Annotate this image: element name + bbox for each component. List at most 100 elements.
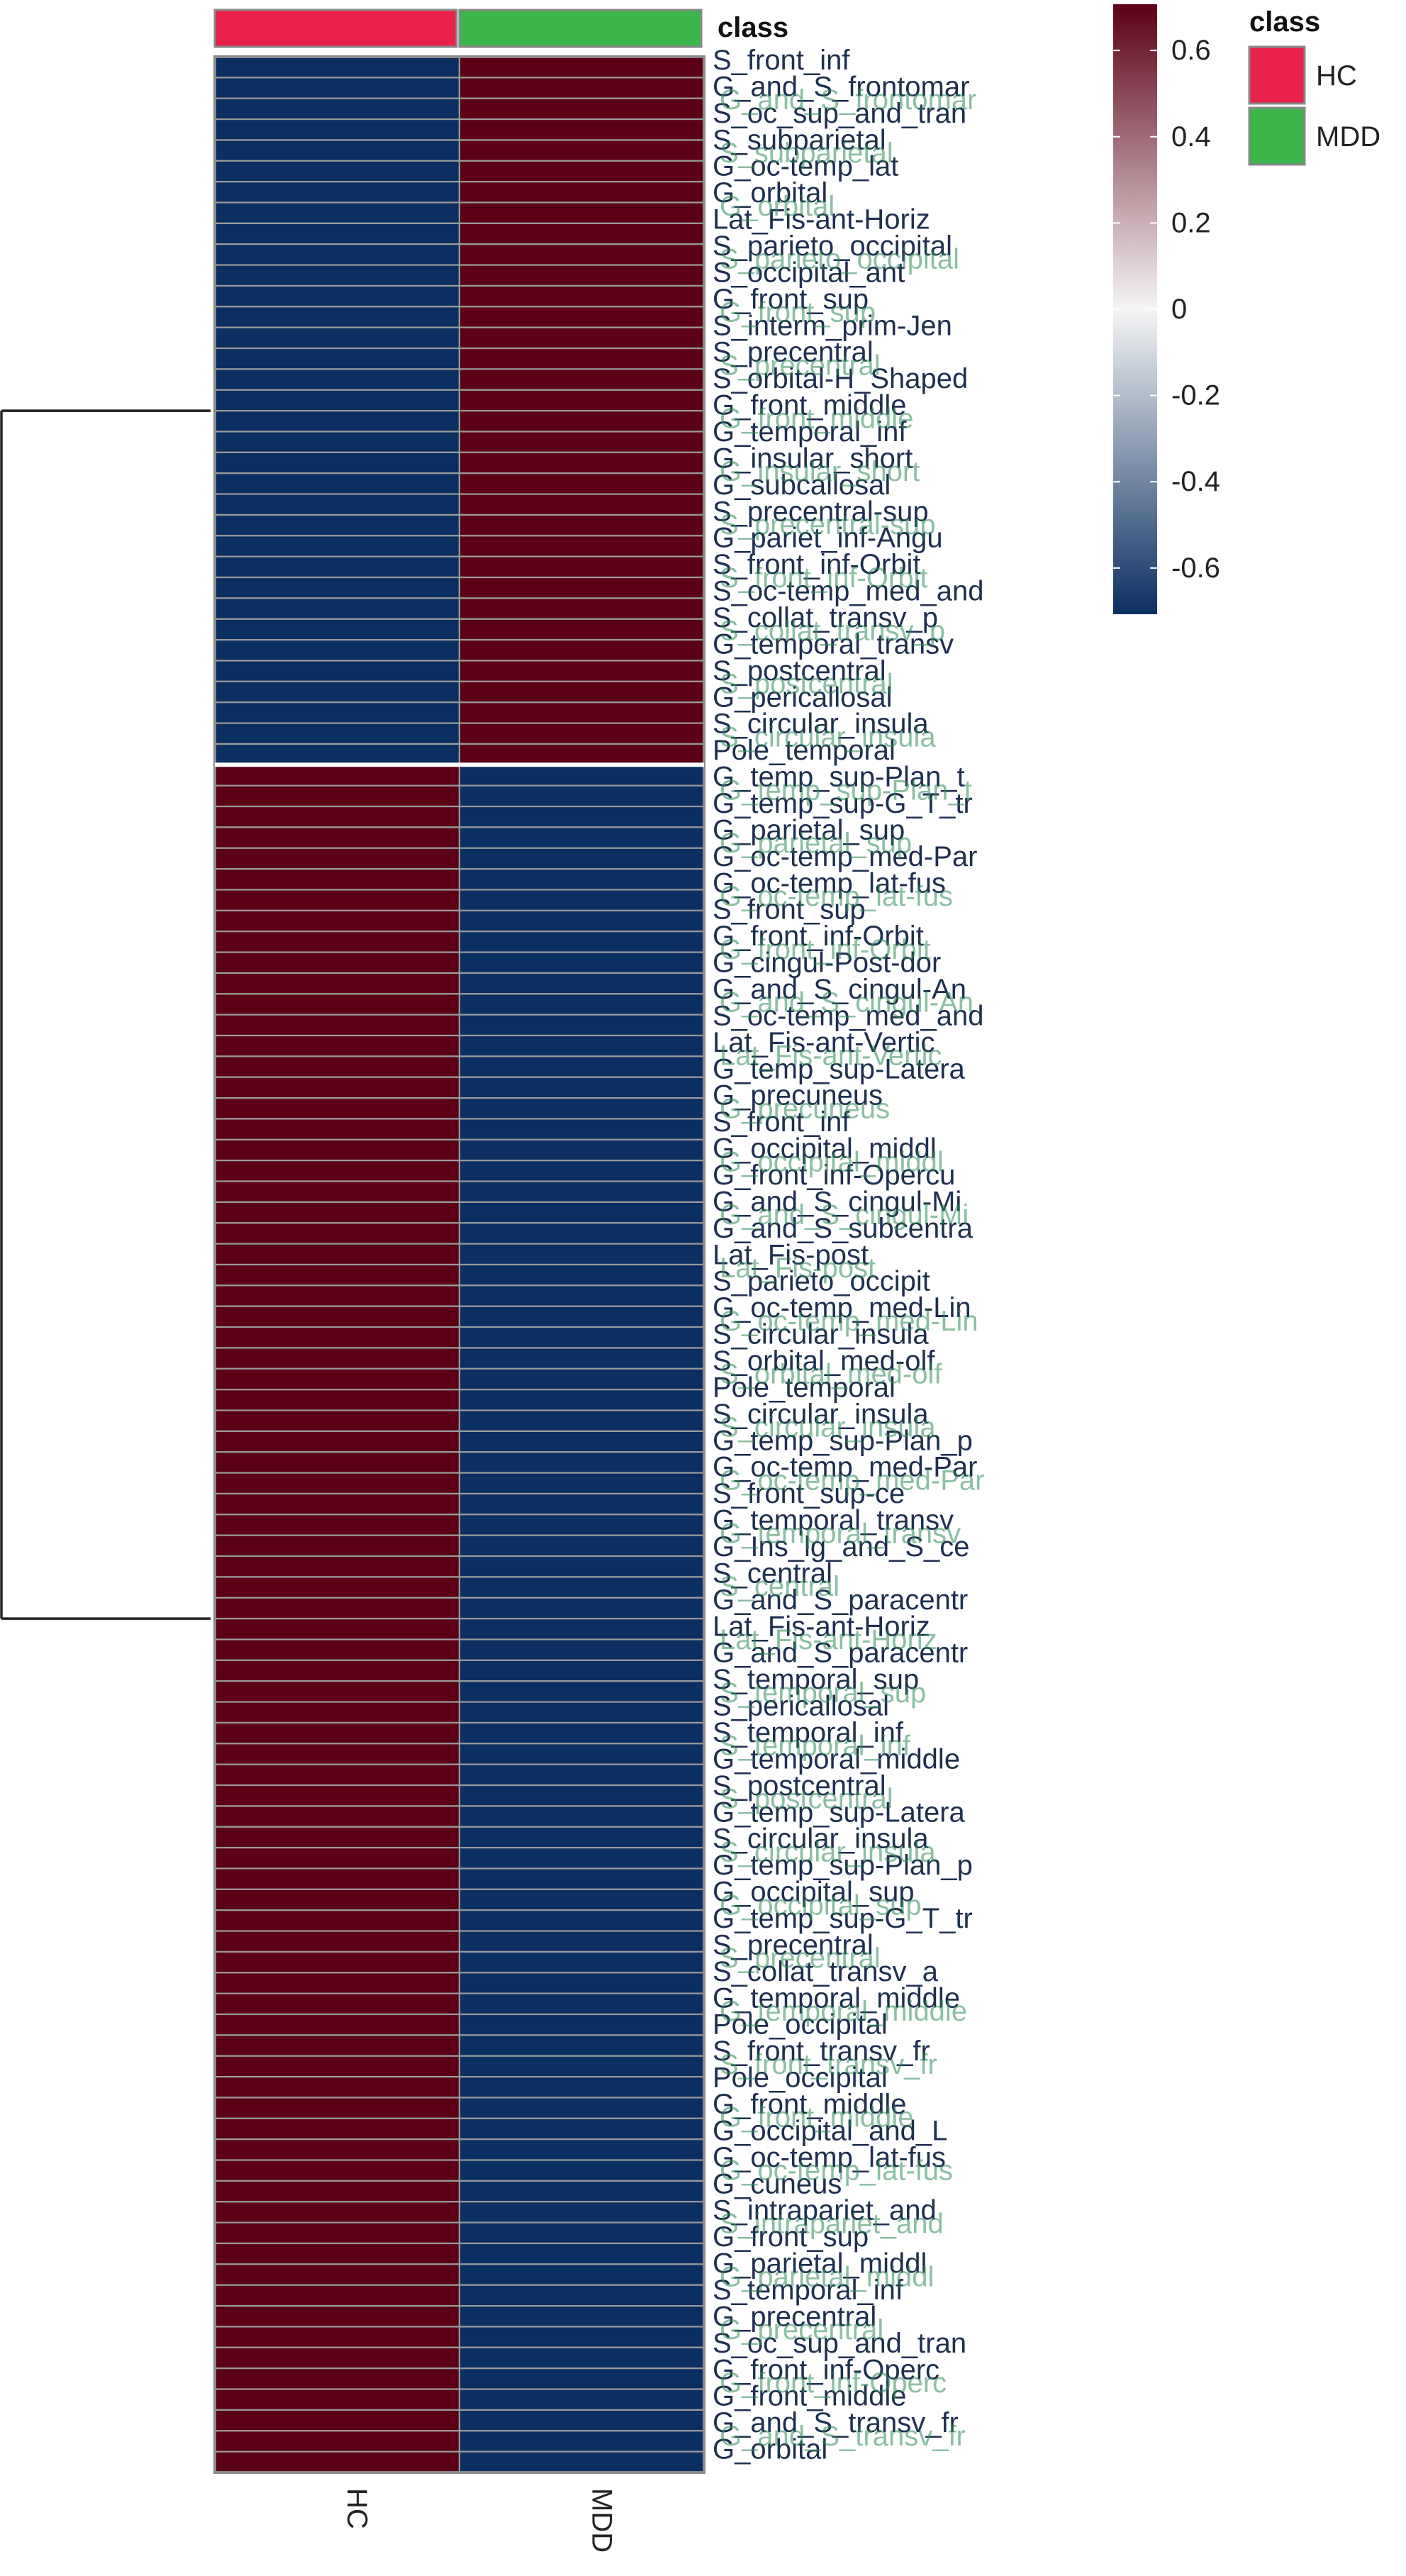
heatmap-cell	[213, 1555, 461, 1578]
heatmap-cell	[213, 410, 461, 433]
row-label: G_insular_short	[720, 456, 920, 487]
heatmap-cell	[213, 868, 461, 891]
heatmap-cell	[213, 576, 461, 599]
row-label: G_cuneus	[713, 2168, 842, 2199]
row-label: G_front_sup	[720, 297, 876, 328]
heatmap-cell	[213, 1847, 461, 1870]
heatmap-cell	[213, 847, 461, 870]
class-legend: class HC MDD	[1248, 6, 1380, 166]
row-label: G_front_sup	[713, 284, 869, 315]
heatmap-cell	[458, 2305, 705, 2328]
row-label: G_front_sup	[713, 2221, 869, 2253]
row-label: G_oc-temp_med-Par	[713, 1452, 977, 1483]
annotation-cell-hc	[213, 9, 458, 48]
heatmap-cell	[213, 535, 461, 557]
row-label: S_precentral	[713, 1929, 874, 1960]
row-label: S_precentral	[713, 337, 874, 368]
row-label: S_postcentral	[713, 655, 886, 687]
heatmap-cell	[458, 2221, 705, 2245]
heatmap-cell	[458, 1367, 705, 1391]
row-label: G_insular_short	[713, 443, 913, 474]
row-label: Pole_temporal	[713, 1372, 896, 1403]
heatmap-cell	[213, 2263, 461, 2286]
heatmap-cell	[213, 1263, 461, 1287]
heatmap-cell	[213, 1659, 461, 1682]
heatmap-cell	[458, 889, 705, 911]
heatmap-cell	[458, 410, 705, 433]
heatmap-cell	[213, 2242, 461, 2265]
heatmap-cell	[213, 680, 461, 704]
row-label: G_occipital_and_L	[713, 2115, 947, 2146]
row-label: S_oc-temp_med_and	[713, 1000, 983, 1031]
row-label: S_precentral-sup	[713, 496, 929, 527]
heatmap-cell	[458, 284, 705, 308]
heatmap-cell	[213, 160, 461, 183]
row-label: S_oc_sup_and_tran	[713, 98, 966, 129]
row-label: G_temp_sup-Plan_p	[713, 1850, 973, 1881]
heatmap-cell	[213, 2055, 461, 2078]
heatmap-cell	[213, 1618, 461, 1640]
row-label: G_temp_sup-Latera	[713, 1797, 966, 1828]
row-label: S_front_transv_fr	[720, 2049, 937, 2080]
heatmap-cell	[458, 1826, 705, 1849]
row-label: G_pericallosal	[713, 682, 892, 713]
heatmap-cell	[213, 1347, 461, 1370]
heatmap-cell	[458, 639, 705, 662]
heatmap-cell	[213, 1284, 461, 1307]
row-label: S_temporal_inf	[720, 1731, 911, 1762]
heatmap-cell	[213, 1160, 461, 1182]
heatmap-cell	[458, 2263, 705, 2286]
heatmap-cell	[458, 743, 705, 766]
row-label: Lat_Fis-ant-Vertic	[713, 1027, 934, 1058]
row-label: G_oc-temp_med-Par	[720, 1465, 984, 1496]
heatmap-cell	[458, 2450, 705, 2474]
row-label: G_and_S_subcentra	[713, 1213, 973, 1244]
heatmap-cell	[213, 451, 461, 474]
heatmap-cell	[213, 2326, 461, 2348]
heatmap-cell	[213, 284, 461, 308]
heatmap-cell	[213, 1680, 461, 1703]
heatmap-cell	[213, 1743, 461, 1765]
heatmap-cell	[213, 139, 461, 162]
heatmap-cell	[213, 660, 461, 682]
heatmap-cell	[213, 743, 461, 766]
row-label: Lat_Fis-post	[720, 1253, 876, 1284]
row-label: S_central	[720, 1571, 839, 1602]
heatmap-cell	[458, 868, 705, 891]
heatmap-cell	[213, 347, 461, 370]
heatmap-cell	[458, 722, 705, 745]
heatmap-cell	[213, 326, 461, 350]
heatmap-cell	[213, 306, 461, 328]
row-label: S_parieto_occipital	[713, 231, 952, 262]
row-label: G_parietal_sup	[720, 828, 912, 859]
heatmap-cell	[458, 1492, 705, 1516]
row-label: Lat_Fis-post	[713, 1239, 869, 1270]
heatmap-cell	[458, 1514, 705, 1536]
row-label: G_occipital_middl	[720, 1146, 944, 1177]
legend-swatch-mdd	[1248, 106, 1306, 166]
column-labels: HC MDD	[342, 2488, 618, 2553]
heatmap-cell	[458, 2284, 705, 2307]
row-label: G_temporal_transv	[720, 1518, 961, 1549]
row-label: G_oc-temp_lat-fus	[720, 881, 953, 912]
heatmap-cell	[213, 1118, 461, 1140]
row-label: S_postcentral	[713, 1770, 886, 1801]
heatmap-cell	[213, 1763, 461, 1787]
row-label: G_oc-temp_med-Lin	[713, 1292, 971, 1323]
row-label: G_oc-temp_lat	[713, 151, 898, 182]
heatmap-cell	[458, 2180, 705, 2203]
color-scale-tick-label: 0.6	[1171, 35, 1211, 66]
heatmap-cell	[213, 1805, 461, 1828]
heatmap-cell	[213, 1721, 461, 1745]
heatmap-cell	[213, 1472, 461, 1495]
heatmap-cell	[458, 555, 705, 579]
heatmap-cell	[213, 1451, 461, 1474]
heatmap-cell	[213, 513, 461, 537]
heatmap-cell	[458, 1284, 705, 1307]
heatmap-cell	[213, 2430, 461, 2453]
heatmap-cell	[213, 431, 461, 453]
heatmap-cell	[458, 1847, 705, 1870]
heatmap-cell	[458, 660, 705, 682]
heatmap-cell	[458, 1721, 705, 1745]
heatmap-cell	[458, 2367, 705, 2390]
